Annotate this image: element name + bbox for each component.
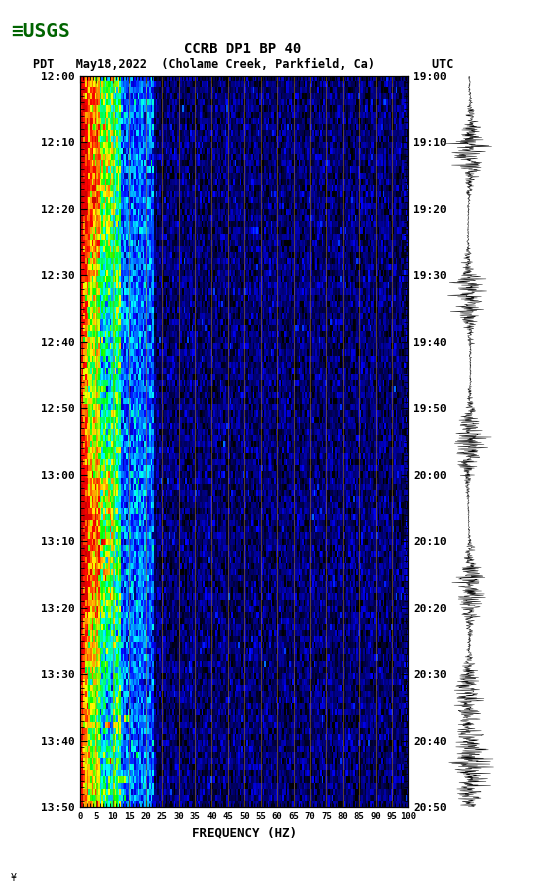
Text: ≡USGS: ≡USGS bbox=[11, 22, 70, 41]
X-axis label: FREQUENCY (HZ): FREQUENCY (HZ) bbox=[192, 827, 297, 839]
Text: ¥: ¥ bbox=[11, 873, 17, 883]
Text: PDT   May18,2022  (Cholame Creek, Parkfield, Ca)        UTC: PDT May18,2022 (Cholame Creek, Parkfield… bbox=[33, 58, 453, 70]
Text: CCRB DP1 BP 40: CCRB DP1 BP 40 bbox=[184, 42, 301, 56]
